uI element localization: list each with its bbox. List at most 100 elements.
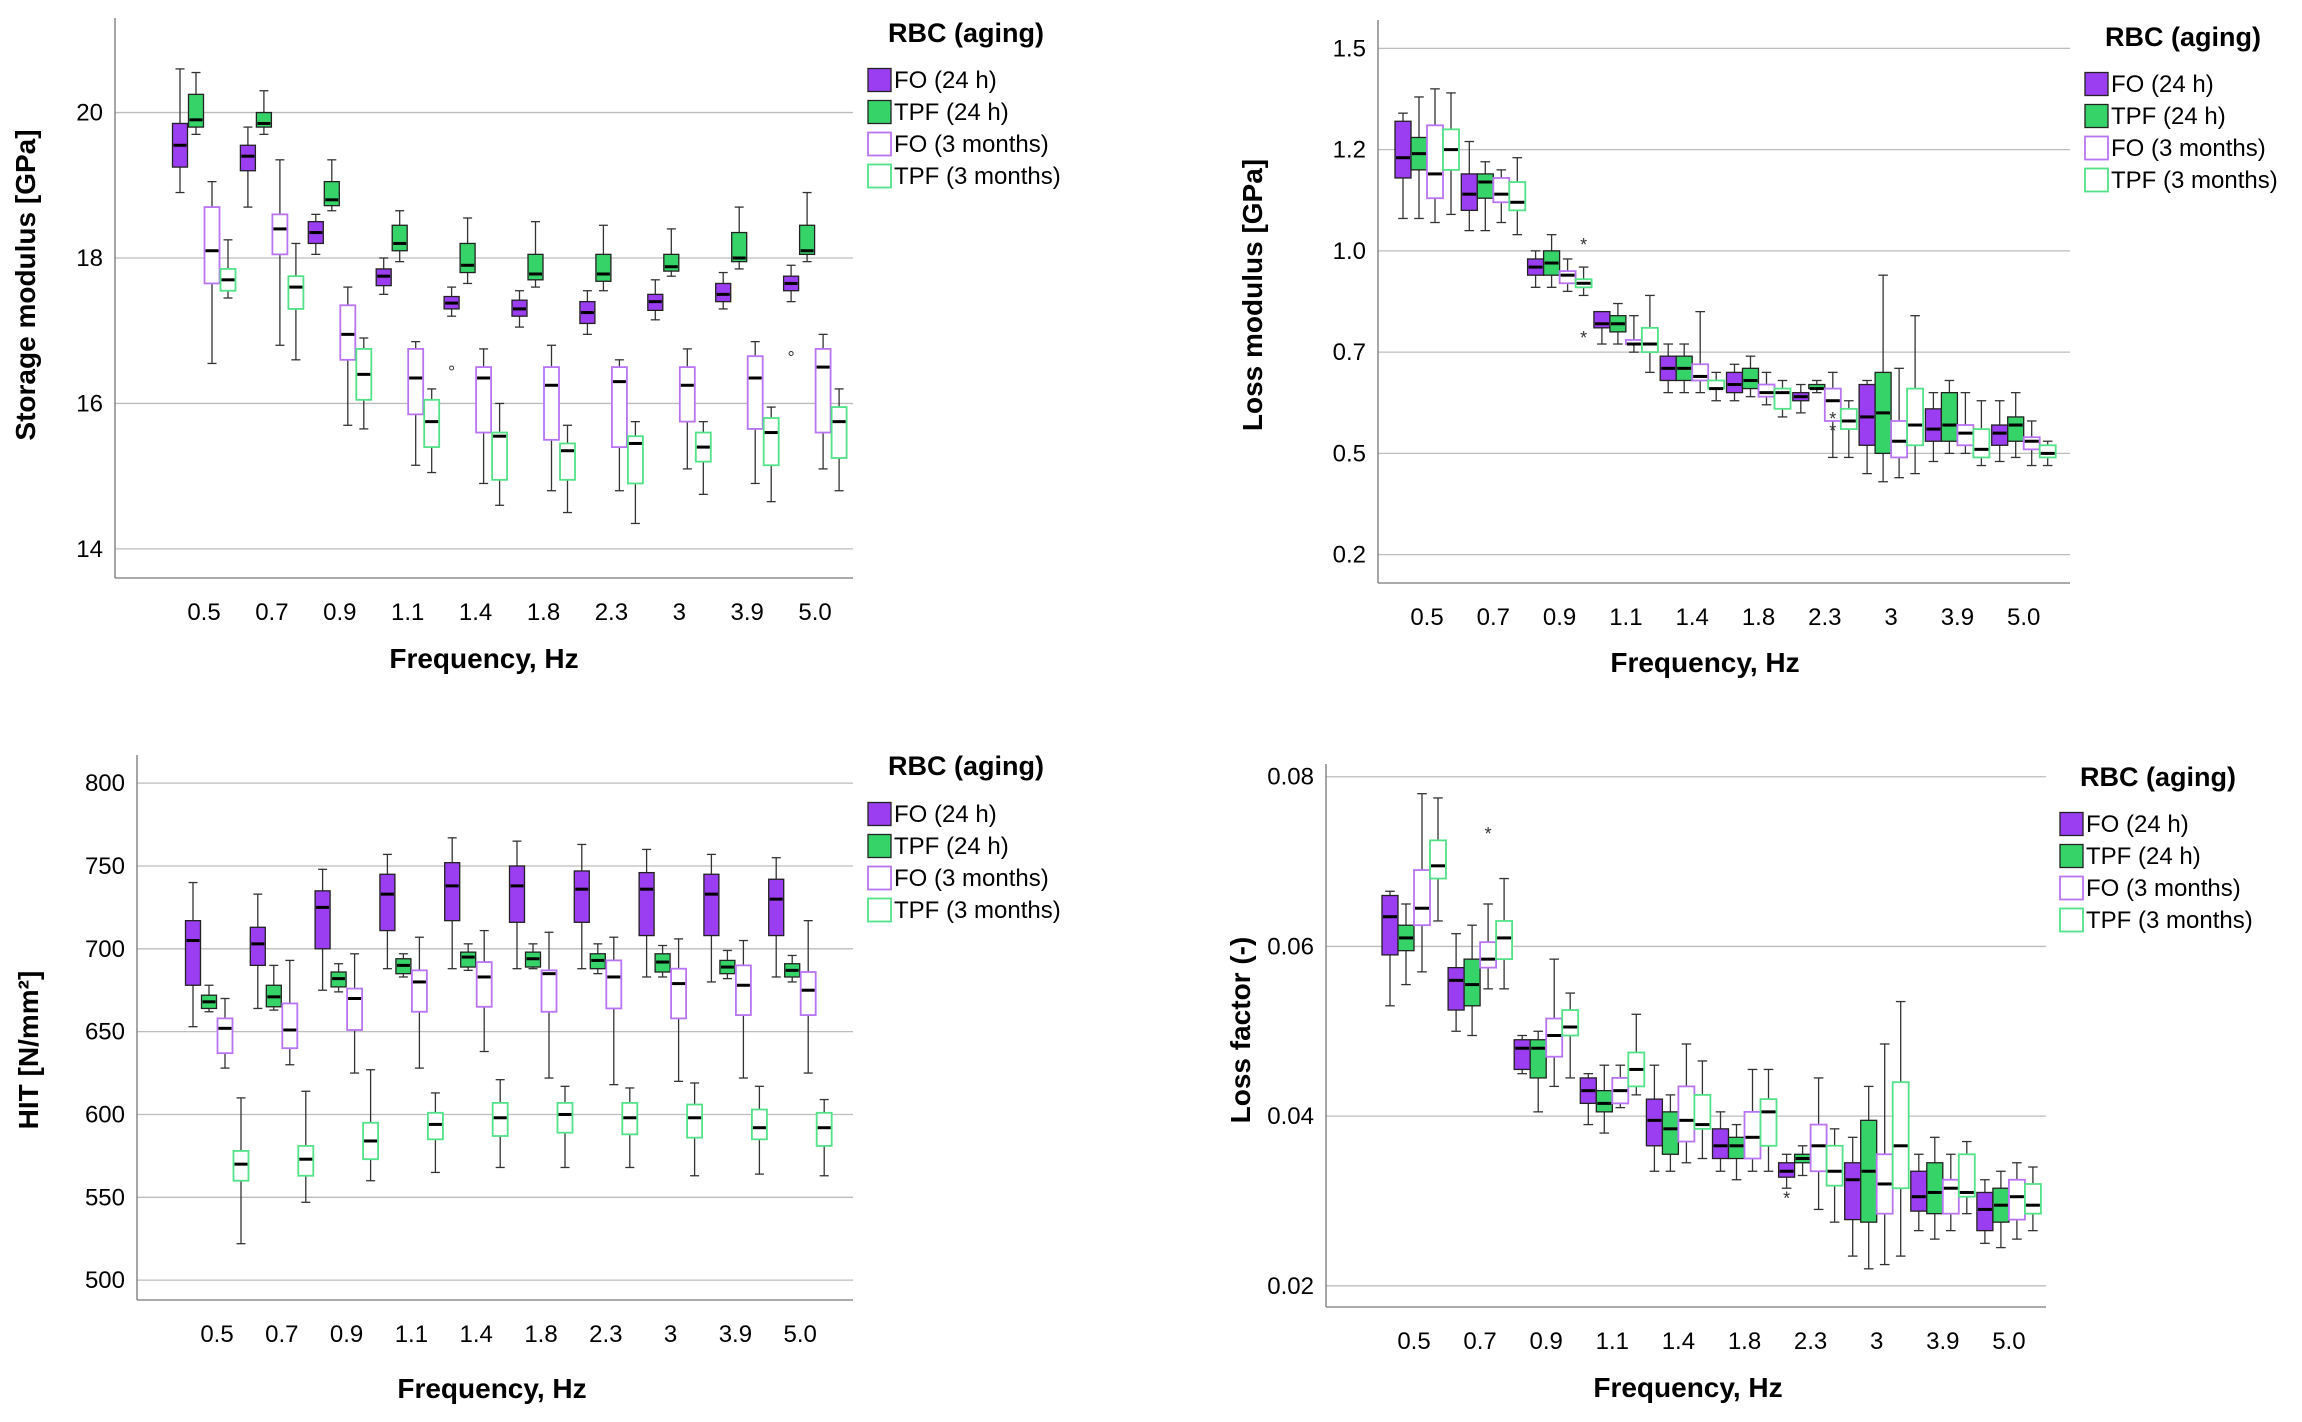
box-tpf-3-months-	[1442, 92, 1460, 216]
box-tpf-3-months-	[1957, 1140, 1976, 1215]
y-tick-label: 700	[85, 936, 125, 963]
box-body	[1595, 1089, 1613, 1113]
box-fo-3-months-	[407, 340, 425, 466]
box-body	[1677, 1085, 1696, 1143]
legend-swatch	[867, 801, 892, 827]
box-tpf-3-months-	[694, 420, 712, 496]
box-fo-24-h-	[1460, 140, 1478, 232]
box-body	[1825, 1144, 1844, 1187]
box-body	[475, 961, 493, 1008]
y-tick-label: 0.08	[1267, 764, 1314, 791]
legend: RBC (aging) FO (24 h) TPF (24 h) FO (3 mont…	[867, 751, 1061, 924]
box-body	[1558, 270, 1577, 285]
y-axis-title: Loss factor (-)	[1225, 937, 1256, 1124]
legend-swatch	[2059, 811, 2084, 837]
box-tpf-3-months-	[1574, 266, 1593, 297]
box-tpf-3-months-	[1429, 797, 1447, 922]
box-fo-24-h-	[1991, 400, 2009, 463]
legend-label: TPF (3 months)	[894, 163, 1061, 190]
box-body	[379, 873, 396, 932]
y-tick-label: 0.06	[1267, 933, 1314, 960]
box-body	[1926, 1162, 1944, 1215]
box-tpf-3-months-	[491, 1079, 509, 1169]
box-body	[1891, 1081, 1910, 1190]
box-fo-3-months-	[1823, 371, 1842, 459]
box-fo-3-months-	[1492, 169, 1511, 224]
box-body	[1463, 958, 1481, 1007]
box-tpf-3-months-	[559, 424, 576, 514]
legend-label: FO (24 h)	[894, 801, 997, 828]
box-body	[715, 282, 732, 303]
legend-swatch	[2059, 843, 2084, 869]
box-body	[1858, 383, 1876, 446]
box-tpf-3-months-	[686, 1082, 703, 1177]
box-tpf-3-months-	[1508, 157, 1527, 236]
box-body	[475, 366, 493, 434]
box-fo-3-months-	[1941, 1153, 1960, 1232]
legend-swatch	[2084, 71, 2109, 97]
box-fo-24-h-	[1792, 383, 1810, 414]
box-body	[1381, 894, 1399, 956]
box-tpf-24-h-	[2007, 391, 2025, 459]
x-tick-label: 0.5	[200, 1321, 233, 1348]
box-body	[232, 1150, 250, 1182]
box-body	[1906, 387, 1924, 447]
box-body	[1645, 1098, 1664, 1147]
box-body	[543, 366, 560, 441]
outlier-marker: *	[1829, 421, 1836, 441]
box-body	[611, 366, 628, 448]
x-tick-label: 5.0	[2007, 604, 2040, 631]
legend-swatch	[867, 897, 892, 923]
box-fo-24-h-	[782, 264, 800, 303]
box-fo-24-h-	[314, 868, 331, 991]
legend: RBC (aging) FO (24 h) TPF (24 h) FO (3 mont…	[2059, 762, 2253, 934]
box-fo-24-h-	[249, 893, 266, 1010]
y-tick-label: 0.02	[1267, 1273, 1314, 1300]
outlier-marker: *	[1829, 409, 1836, 429]
box-body	[444, 862, 461, 922]
box-fo-24-h-	[1725, 363, 1744, 402]
x-tick-label: 1.4	[1676, 604, 1709, 631]
box-tpf-24-h-	[1793, 1145, 1812, 1177]
box-fo-3-months-	[1479, 903, 1497, 990]
box-fo-24-h-	[511, 290, 528, 328]
box-body	[1691, 363, 1710, 382]
box-tpf-24-h-	[1542, 234, 1561, 288]
box-body	[1413, 869, 1431, 927]
y-tick-label: 18	[76, 245, 103, 272]
box-body	[459, 242, 476, 274]
x-tick-label: 1.1	[1609, 604, 1642, 631]
box-body	[1529, 1039, 1547, 1079]
box-tpf-3-months-	[1641, 294, 1659, 374]
box-body	[703, 873, 720, 937]
legend-label: TPF (3 months)	[2086, 907, 2253, 934]
box-body	[1661, 1111, 1680, 1155]
box-body	[573, 870, 590, 923]
box-fo-3-months-	[271, 159, 289, 346]
box-body	[1741, 367, 1760, 390]
box-body	[1545, 1017, 1564, 1058]
box-body	[556, 1101, 574, 1134]
box-fo-24-h-	[1394, 112, 1412, 220]
legend-label: FO (3 months)	[2086, 875, 2241, 902]
box-body	[815, 1111, 833, 1147]
box-body	[1593, 310, 1611, 329]
x-tick-label: 0.7	[1477, 604, 1510, 631]
legend-title: RBC (aging)	[888, 751, 1044, 781]
box-fo-24-h-	[1593, 310, 1611, 345]
y-tick-label: 800	[85, 770, 125, 797]
box-body	[491, 431, 509, 481]
box-tpf-24-h-	[1609, 302, 1627, 345]
box-fo-24-h-	[1381, 890, 1399, 1007]
box-fo-24-h-	[1924, 391, 1943, 463]
box-body	[297, 1145, 315, 1177]
legend-label: TPF (24 h)	[2111, 103, 2226, 130]
box-body	[1426, 124, 1444, 200]
legend: RBC (aging) FO (24 h) TPF (24 h) FO (3 mont…	[2084, 22, 2278, 194]
outlier-marker: °	[787, 348, 794, 368]
box-body	[731, 231, 748, 263]
box-body	[1394, 120, 1412, 179]
box-body	[1844, 1162, 1862, 1221]
legend-label: FO (3 months)	[2111, 135, 2266, 162]
